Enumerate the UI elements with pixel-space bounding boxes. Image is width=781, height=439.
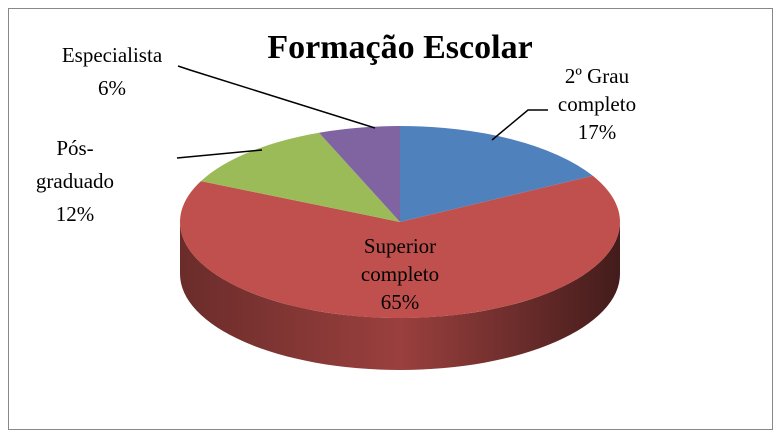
slice [179,175,621,318]
category-label: Pós-graduado [36,136,114,193]
slice [400,126,593,222]
leader-line [177,65,376,129]
value-label: 12% [56,202,95,226]
slice [319,126,400,222]
slice [200,132,400,222]
chart-title: Formação Escolar [267,29,532,66]
category-label: Especialista [62,43,163,67]
value-label: 6% [98,76,126,100]
value-label: 17% [578,120,617,144]
category-label: 2º Grau completo [558,64,636,116]
value-label: 65% [381,290,420,314]
slice-side [180,222,620,370]
leader-line [176,149,263,159]
leader-line [491,109,548,141]
category-label: Superior completo [361,234,439,286]
